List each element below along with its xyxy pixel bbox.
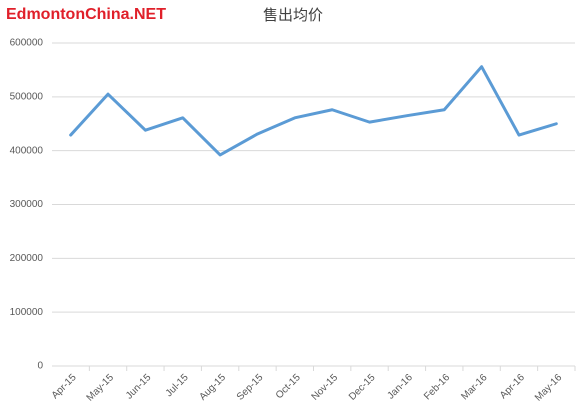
chart-title: 售出均价 — [263, 7, 323, 24]
y-tick-label: 500000 — [10, 91, 44, 102]
x-tick-label: Apr-15 — [50, 372, 79, 401]
x-tick-label: Jun-15 — [124, 372, 154, 402]
x-tick-label: Apr-16 — [498, 372, 527, 401]
x-tick-label: Mar-16 — [459, 372, 489, 402]
x-tick-label: May-16 — [533, 372, 565, 404]
x-tick-label: May-15 — [85, 372, 117, 404]
x-tick-label: Jan-16 — [385, 372, 415, 402]
x-tick-label: Jul-15 — [164, 372, 191, 399]
x-tick-label: Oct-15 — [274, 372, 303, 401]
series-line — [69, 65, 558, 157]
y-tick-label: 0 — [37, 361, 43, 372]
x-tick-label: Feb-16 — [422, 372, 452, 402]
x-tick-label: Dec-15 — [347, 372, 378, 403]
y-tick-label: 200000 — [10, 253, 44, 264]
x-tick-label: Nov-15 — [310, 372, 341, 403]
x-tick-label: Aug-15 — [198, 372, 229, 403]
y-tick-label: 400000 — [10, 145, 44, 156]
y-tick-label: 100000 — [10, 307, 44, 318]
x-tick-label: Sep-15 — [235, 372, 266, 403]
y-tick-label: 600000 — [10, 38, 44, 49]
y-tick-label: 300000 — [10, 199, 44, 210]
watermark: EdmontonChina.NET — [6, 6, 166, 23]
